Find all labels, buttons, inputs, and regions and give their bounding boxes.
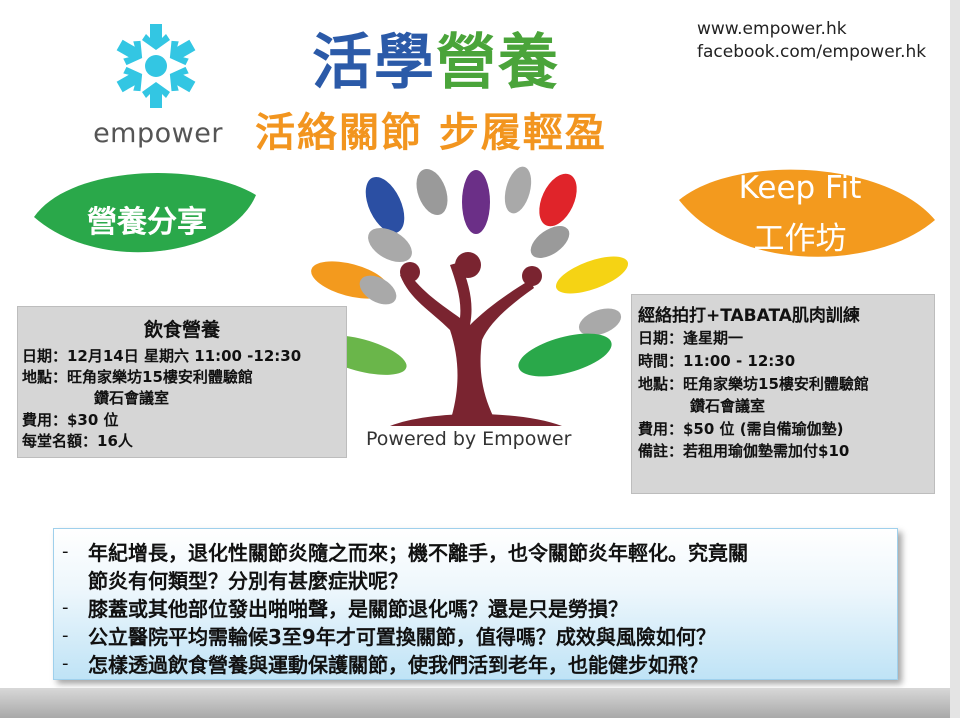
question-4: 怎樣透過飲食營養與運動保護關節，使我們活到老年，也能健步如飛？ <box>88 653 708 677</box>
powered-by-label: Powered by Empower <box>366 428 572 450</box>
title-part-a: 活學 <box>312 28 436 98</box>
nutrition-info-box: 飲食營養 日期：12月14日 星期六 11:00 -12:30 地點：旺角家樂坊… <box>17 306 347 458</box>
question-2: 膝蓋或其他部位發出啪啪聲，是關節退化嗎？還是只是勞損？ <box>88 597 628 621</box>
nutrition-date: 日期：12月14日 星期六 11:00 -12:30 <box>22 347 302 365</box>
tree-icon <box>311 166 629 426</box>
questions-box: - 年紀增長，退化性關節炎隨之而來；機不離手，也令關節炎年輕化。究竟關 節炎有何… <box>53 528 898 680</box>
fitness-box-title: 經絡拍打+TABATA肌肉訓練 <box>638 306 860 326</box>
fitness-info-box: 經絡拍打+TABATA肌肉訓練 日期：逢星期一 時間：11:00 - 12:30… <box>631 294 935 494</box>
facebook-link[interactable]: facebook.com/empower.hk <box>697 42 927 62</box>
nutrition-quota: 每堂名額：16人 <box>22 432 133 450</box>
workshop-label: 工作坊 <box>753 221 847 257</box>
orange-leaf-badge <box>679 169 935 257</box>
bullet-dash: - <box>62 653 69 674</box>
keepfit-label: Keep Fit <box>738 170 862 206</box>
fitness-time: 時間：11:00 - 12:30 <box>638 352 796 370</box>
bullet-dash: - <box>62 625 69 646</box>
bottom-bar <box>0 688 960 718</box>
bullet-dash: - <box>62 541 69 562</box>
website-link[interactable]: www.empower.hk <box>697 19 847 39</box>
question-3: 公立醫院平均需輪候3至9年才可置換關節，值得嗎？成效與風險如何？ <box>88 625 716 649</box>
bullet-dash: - <box>62 597 69 618</box>
fitness-room: 鑽石會議室 <box>690 397 766 415</box>
nutrition-box-title: 飲食營養 <box>143 319 220 341</box>
poster-subtitle: 活絡關節 步履輕盈 <box>255 110 607 156</box>
green-leaf-badge <box>34 173 256 253</box>
fitness-venue: 地點：旺角家樂坊15樓安利體驗館 <box>638 375 869 393</box>
nutrition-room: 鑽石會議室 <box>94 389 170 407</box>
right-edge <box>950 0 960 718</box>
nutrition-sharing-label: 營養分享 <box>87 205 207 240</box>
fitness-fee: 費用：$50 位 (需自備瑜伽墊) <box>638 420 844 438</box>
logo-text: empower <box>93 118 223 149</box>
website-block: www.empower.hk facebook.com/empower.hk <box>697 18 926 64</box>
poster-title: 活學營養 <box>312 14 560 101</box>
question-1-line-1: 年紀增長，退化性關節炎隨之而來；機不離手，也令關節炎年輕化。究竟關 <box>88 541 748 565</box>
fitness-date: 日期：逢星期一 <box>638 329 744 347</box>
title-part-b: 營養 <box>436 28 560 98</box>
nutrition-venue: 地點：旺角家樂坊15樓安利體驗館 <box>22 368 253 386</box>
question-1-line-2: 節炎有何類型？分別有甚麼症狀呢？ <box>88 569 408 593</box>
fitness-remark: 備註：若租用瑜伽墊需加付$10 <box>638 442 850 460</box>
snowflake-logo-icon <box>112 24 200 108</box>
nutrition-fee: 費用：$30 位 <box>22 411 119 429</box>
